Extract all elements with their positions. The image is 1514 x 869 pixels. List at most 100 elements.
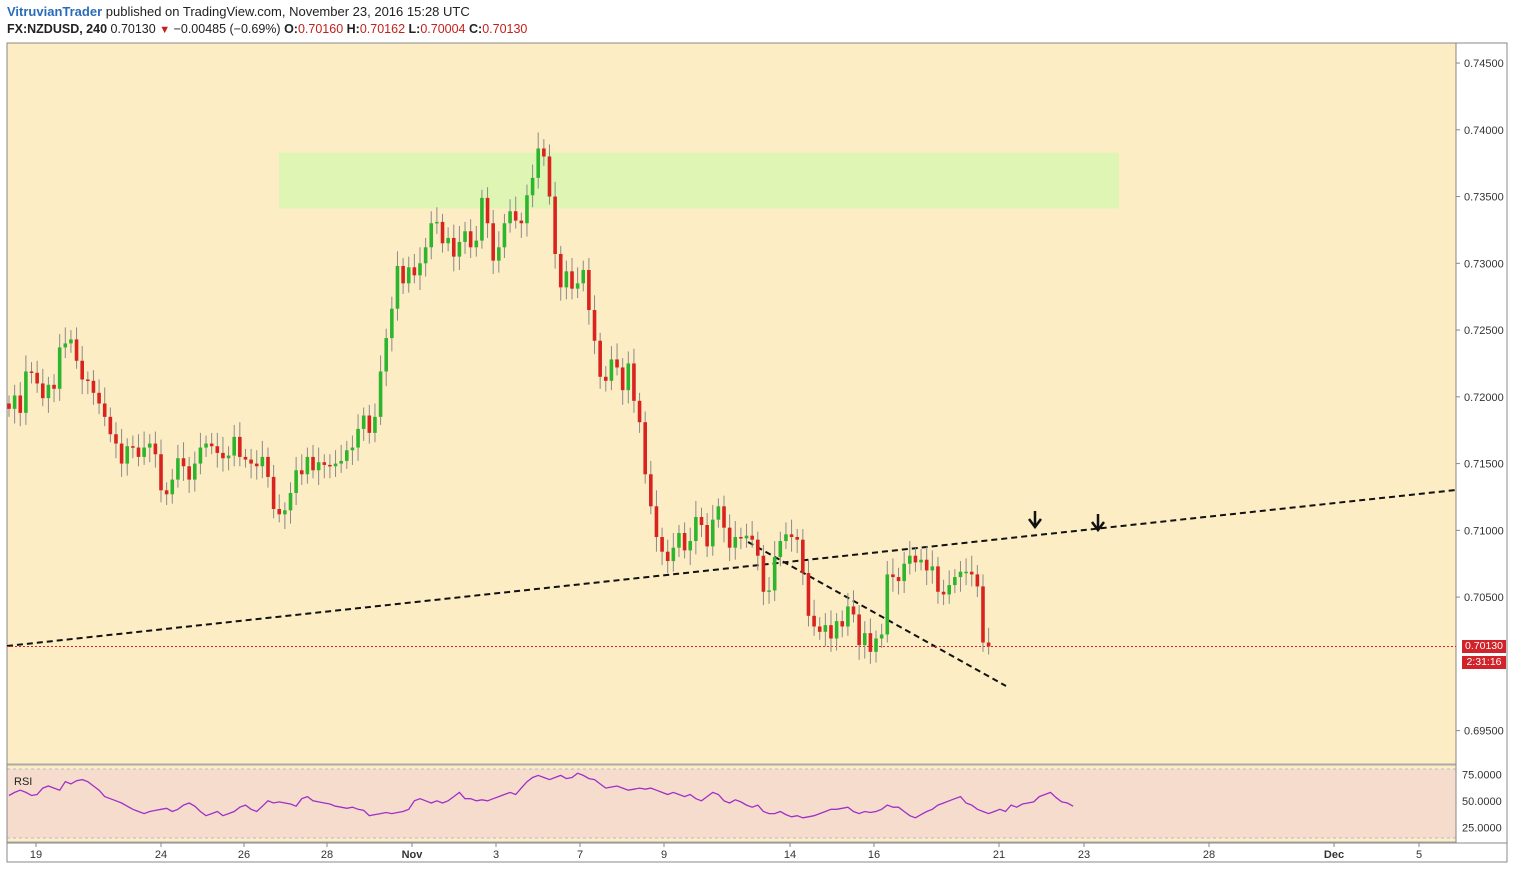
author-name[interactable]: VitruvianTrader (7, 4, 103, 19)
x-tick-label: 26 (238, 849, 250, 861)
candle-body (733, 537, 738, 548)
close-label: C: (469, 22, 483, 36)
candle-body (209, 443, 214, 447)
candle-body (277, 508, 282, 515)
candle-body (840, 621, 845, 627)
candle-body (52, 384, 56, 389)
open-value: 0.70160 (297, 22, 344, 36)
candle-body (834, 621, 839, 639)
candle-body (435, 221, 439, 224)
y-tick-label: 0.74000 (1464, 125, 1504, 137)
candle-body (857, 614, 861, 646)
candle-body (964, 571, 968, 574)
change-value: −0.00485 (−0.69%) (173, 22, 281, 36)
candle-body (660, 537, 664, 552)
x-tick-label: 24 (155, 849, 167, 861)
candle-body (975, 574, 980, 587)
ohlc-legend: FX:NZDUSD, 240 0.70130 ▼ −0.00485 (−0.69… (7, 22, 527, 36)
candle-body (57, 347, 62, 389)
x-tick-label: 3 (493, 849, 499, 861)
candle-body (187, 466, 191, 480)
candle-body (12, 395, 17, 409)
candle-body (367, 415, 372, 433)
y-tick-label: 0.69500 (1464, 726, 1504, 738)
candles (7, 132, 991, 664)
arrow-down-icon (1028, 511, 1042, 530)
candle-body (795, 537, 799, 540)
candle-body (395, 265, 400, 309)
candle-body (699, 516, 704, 526)
rsi-band (7, 769, 1456, 838)
price-axis: 0.74500 0.74000 0.73500 0.73000 0.72500 0.720… (1456, 58, 1504, 738)
y-tick-label: 0.72000 (1464, 392, 1504, 404)
candle-body (502, 223, 507, 248)
y-tick-label: 0.71000 (1464, 525, 1504, 537)
candle-body (542, 148, 546, 157)
candle-body (981, 586, 985, 643)
candle-body (451, 237, 456, 257)
candle-body (801, 539, 805, 574)
candle-body (879, 634, 884, 639)
candle-body (192, 463, 197, 480)
candle-body (350, 447, 355, 451)
candle-body (142, 447, 146, 457)
candle-body (243, 456, 248, 460)
candle-body (29, 371, 34, 373)
candle-body (846, 606, 850, 627)
candle-body (862, 633, 867, 646)
countdown-badge: 2:31:16 (1462, 655, 1506, 669)
x-tick-label: 14 (784, 849, 796, 861)
candle-body (266, 456, 270, 477)
candle-body (468, 231, 473, 248)
rising-trendline[interactable] (6, 489, 1457, 647)
candle-body (215, 446, 220, 453)
candle-body (333, 463, 338, 467)
down-triangle-icon: ▼ (159, 24, 171, 36)
candle-body (125, 446, 130, 464)
candle-body (941, 591, 946, 595)
candle-body (159, 454, 163, 491)
candle-body (896, 577, 901, 582)
open-label: O: (284, 22, 298, 36)
candle-body (339, 460, 343, 464)
y-tick-label: 0.73500 (1464, 192, 1504, 204)
rsi-axis: 75.0000 50.0000 25.0000 (1462, 769, 1502, 834)
candle-body (232, 436, 236, 456)
candle-body (637, 400, 642, 423)
candle-body (114, 434, 118, 444)
candle-body (249, 459, 253, 464)
candle-body (806, 573, 811, 616)
candle-body (682, 533, 687, 551)
candle-body (789, 534, 794, 538)
x-tick-label: 16 (868, 849, 880, 861)
x-tick-label: 28 (321, 849, 333, 861)
candle-body (547, 156, 552, 197)
candle-body (384, 338, 389, 372)
candle-body (930, 566, 935, 571)
candle-body (86, 379, 90, 381)
candle-body (457, 241, 462, 257)
arrow-down-icon (1091, 514, 1105, 533)
candle-body (378, 371, 383, 417)
candle-body (406, 267, 411, 284)
candle-body (812, 615, 816, 627)
candle-body (423, 247, 428, 264)
candle-body (603, 376, 608, 381)
candle-body (778, 541, 783, 558)
candle-body (147, 443, 152, 448)
candle-body (969, 571, 974, 575)
candle-body (575, 283, 580, 289)
candle-body (592, 310, 597, 341)
candle-body (885, 574, 890, 635)
candle-body (919, 559, 923, 563)
candle-body (936, 566, 940, 592)
candle-body (463, 231, 467, 242)
candle-body (485, 197, 490, 224)
resistance-zone[interactable] (279, 152, 1119, 209)
candle-body (558, 253, 563, 288)
candle-body (102, 403, 107, 417)
candle-body (238, 436, 242, 457)
candle-body (254, 463, 259, 467)
high-label: H: (346, 22, 360, 36)
